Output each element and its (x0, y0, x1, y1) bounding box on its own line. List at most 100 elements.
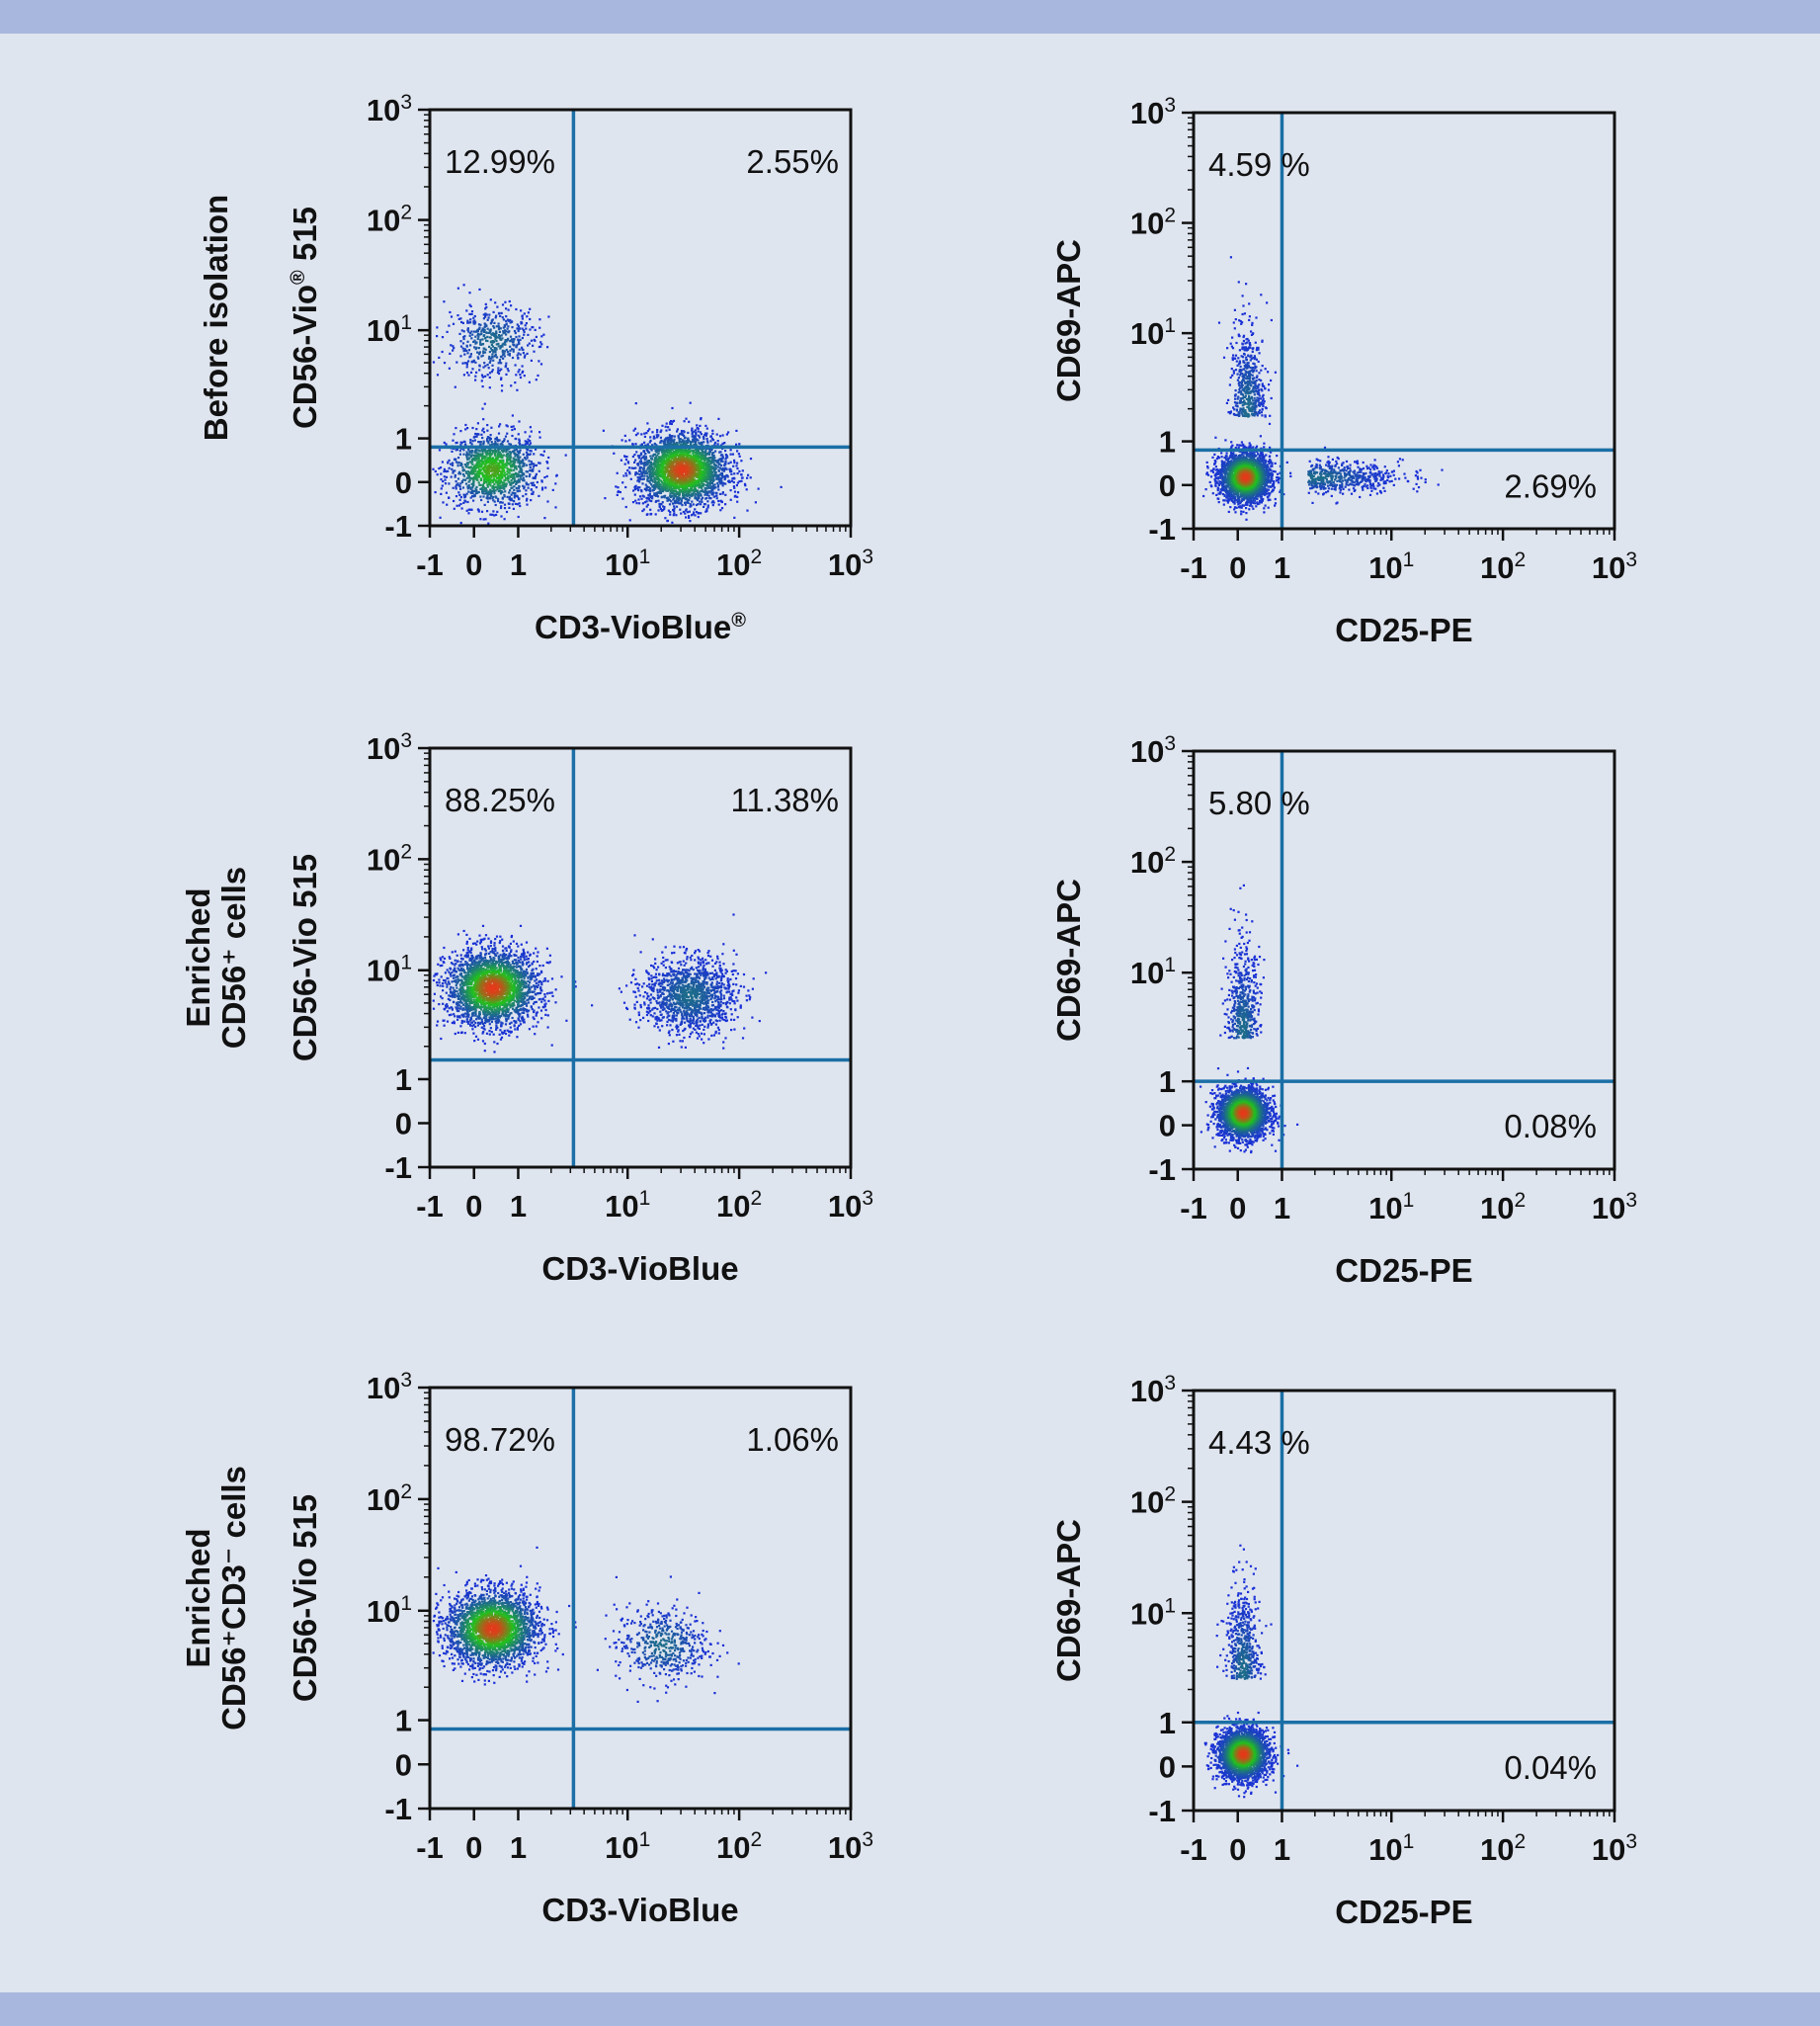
event-dot (512, 472, 515, 475)
event-dot (441, 336, 445, 339)
event-dot (691, 427, 694, 430)
event-dot (488, 492, 491, 495)
event-dot (503, 471, 507, 474)
event-dot (465, 451, 468, 454)
event-dot (486, 485, 489, 488)
event-dot (525, 499, 529, 502)
event-dot (491, 489, 494, 492)
event-dot (706, 504, 709, 507)
event-dot (719, 499, 722, 502)
event-dot (522, 453, 525, 456)
event-dot (1248, 442, 1251, 445)
event-dot (533, 484, 536, 487)
event-dot (480, 433, 483, 436)
event-dot (509, 482, 512, 485)
event-dot (461, 465, 464, 468)
event-dot (465, 456, 468, 460)
event-dot (491, 353, 494, 356)
event-dot (525, 327, 528, 330)
event-dot (738, 480, 741, 483)
event-dot (459, 355, 462, 358)
event-dot (530, 499, 533, 502)
event-dot (538, 360, 540, 363)
event-dot (640, 497, 643, 500)
event-dot (718, 435, 722, 438)
event-dot (636, 432, 639, 435)
event-dot (501, 449, 504, 452)
event-dot (434, 491, 437, 494)
event-dot (483, 503, 486, 506)
event-dot (474, 469, 477, 472)
event-dot (517, 515, 520, 519)
event-dot (743, 482, 747, 485)
event-dot (732, 481, 735, 484)
event-dot (721, 434, 724, 437)
event-dot (656, 429, 659, 432)
event-dot (455, 361, 458, 364)
event-dot (484, 375, 487, 378)
event-dot (731, 453, 734, 456)
event-dot (492, 510, 495, 513)
event-dot (1215, 458, 1218, 461)
event-dot (498, 481, 501, 484)
event-dot (493, 492, 496, 495)
event-dot (735, 429, 738, 432)
event-dot (439, 516, 442, 519)
event-dot (493, 467, 496, 470)
event-dot (462, 453, 465, 456)
event-dot (480, 510, 484, 513)
event-dot (697, 516, 700, 519)
event-dot (649, 439, 652, 442)
event-dot (483, 347, 486, 350)
event-dot (688, 499, 691, 502)
event-dot (520, 470, 524, 473)
event-dot (493, 443, 496, 446)
event-dot (448, 459, 451, 462)
x-tick-label: 102 (716, 546, 762, 582)
event-dot (643, 464, 646, 467)
event-dot (640, 443, 643, 446)
event-dot (500, 470, 503, 473)
event-dot (697, 427, 700, 430)
event-dot (464, 423, 467, 427)
row-label-line: CD56⁺CD3⁻ cells (215, 1466, 252, 1731)
event-dot (706, 506, 709, 509)
event-dot (488, 496, 491, 499)
event-dot (691, 431, 694, 434)
event-dot (482, 467, 485, 470)
event-dot (663, 506, 666, 509)
event-dot (634, 484, 637, 487)
event-dot (733, 459, 736, 462)
event-dot (442, 480, 445, 483)
event-dot (502, 326, 505, 329)
event-dot (505, 450, 508, 453)
event-dot (504, 490, 507, 493)
event-dot (681, 504, 684, 507)
event-dot (694, 435, 697, 438)
event-dot (663, 507, 666, 511)
event-dot (457, 472, 460, 475)
event-dot (463, 443, 467, 446)
event-dot (741, 469, 744, 472)
event-dot (504, 473, 507, 477)
event-dot (486, 473, 489, 476)
event-dot (503, 482, 506, 485)
event-dot (721, 460, 724, 463)
event-dot (538, 462, 541, 464)
event-dot (529, 440, 532, 443)
event-dot (671, 494, 674, 498)
event-dot (475, 490, 478, 494)
event-dot (510, 384, 513, 387)
event-dot (484, 456, 487, 459)
event-dot (484, 464, 487, 466)
event-dot (535, 335, 538, 338)
event-dot (633, 493, 636, 496)
event-dot (513, 468, 516, 471)
event-dot (1267, 460, 1271, 463)
event-dot (526, 503, 529, 506)
event-dot (640, 466, 643, 469)
event-dot (500, 515, 503, 518)
event-dot (505, 319, 508, 322)
event-dot (478, 369, 481, 372)
event-dot (514, 466, 517, 469)
